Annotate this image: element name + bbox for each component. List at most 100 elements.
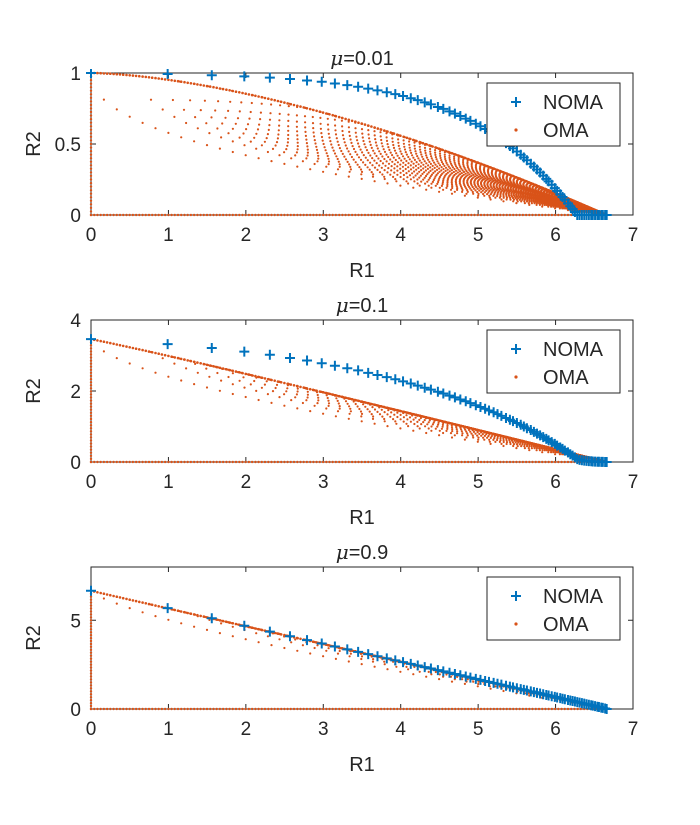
oma-point bbox=[89, 203, 93, 206]
oma-point bbox=[452, 170, 455, 174]
oma-point bbox=[470, 432, 473, 435]
oma-point bbox=[563, 213, 566, 217]
oma-point bbox=[253, 379, 256, 383]
oma-point bbox=[495, 213, 499, 217]
oma-point bbox=[160, 213, 164, 217]
oma-point bbox=[412, 213, 415, 217]
oma-point bbox=[391, 160, 394, 163]
oma-point bbox=[415, 152, 418, 155]
oma-point bbox=[368, 410, 371, 413]
oma-point bbox=[402, 173, 405, 177]
oma-point bbox=[445, 429, 448, 432]
oma-point bbox=[462, 170, 466, 174]
oma-point bbox=[541, 449, 544, 452]
oma-point bbox=[89, 199, 93, 202]
y-axis-label: R2 bbox=[23, 131, 45, 157]
oma-point bbox=[249, 140, 252, 143]
oma-point bbox=[416, 425, 419, 428]
oma-point bbox=[433, 161, 436, 164]
oma-point bbox=[464, 168, 467, 171]
oma-point bbox=[418, 176, 421, 179]
oma-point bbox=[515, 447, 518, 450]
oma-point bbox=[89, 82, 93, 85]
oma-point bbox=[336, 157, 339, 161]
oma-point bbox=[393, 163, 396, 166]
oma-point bbox=[216, 371, 219, 375]
oma-point bbox=[416, 172, 419, 175]
oma-point bbox=[244, 395, 247, 399]
oma-point bbox=[405, 422, 408, 425]
oma-point bbox=[151, 213, 154, 217]
oma-point bbox=[352, 400, 355, 403]
oma-point bbox=[257, 157, 260, 160]
oma-point bbox=[380, 142, 383, 145]
oma-point bbox=[267, 97, 270, 100]
oma-point bbox=[480, 191, 483, 194]
oma-point bbox=[259, 118, 262, 121]
noma-point bbox=[372, 85, 383, 96]
oma-point bbox=[249, 110, 252, 114]
oma-point bbox=[334, 415, 337, 418]
oma-point bbox=[457, 162, 461, 165]
x-tick-label: 6 bbox=[550, 225, 561, 246]
oma-point bbox=[494, 440, 497, 443]
oma-point bbox=[483, 434, 486, 437]
oma-point bbox=[386, 213, 389, 217]
x-tick-label: 2 bbox=[241, 225, 252, 246]
oma-point bbox=[447, 150, 451, 154]
x-tick-label: 1 bbox=[163, 472, 174, 493]
oma-point bbox=[408, 143, 411, 146]
oma-point bbox=[138, 213, 141, 217]
oma-point bbox=[468, 173, 471, 176]
oma-point bbox=[414, 150, 417, 153]
oma-point bbox=[278, 154, 281, 157]
oma-point bbox=[481, 189, 484, 192]
oma-point bbox=[430, 182, 433, 185]
oma-point bbox=[450, 152, 454, 155]
oma-point bbox=[128, 213, 131, 217]
oma-point bbox=[349, 168, 352, 171]
oma-point bbox=[394, 158, 397, 162]
oma-point bbox=[451, 166, 455, 169]
oma-point bbox=[438, 164, 442, 167]
oma-point bbox=[553, 213, 557, 217]
oma-point bbox=[433, 166, 436, 169]
oma-point bbox=[311, 122, 315, 125]
oma-point bbox=[270, 103, 273, 106]
oma-point bbox=[154, 213, 157, 217]
oma-point bbox=[312, 131, 315, 134]
oma-point bbox=[274, 386, 277, 390]
oma-point bbox=[381, 173, 384, 176]
oma-point bbox=[366, 159, 369, 162]
oma-point bbox=[192, 213, 196, 217]
oma-point bbox=[502, 196, 505, 199]
oma-point bbox=[189, 82, 193, 85]
oma-point bbox=[283, 393, 286, 396]
oma-point bbox=[89, 117, 93, 121]
oma-point bbox=[373, 166, 377, 169]
oma-point bbox=[296, 387, 299, 390]
oma-point bbox=[466, 171, 469, 174]
oma-point bbox=[446, 168, 449, 171]
oma-point bbox=[512, 198, 516, 201]
oma-point bbox=[296, 130, 299, 133]
oma-point bbox=[221, 122, 224, 125]
oma-point bbox=[336, 399, 339, 402]
oma-point bbox=[453, 190, 456, 193]
oma-point bbox=[427, 171, 430, 174]
oma-point bbox=[102, 350, 105, 353]
oma-point bbox=[492, 188, 495, 191]
oma-point bbox=[476, 213, 479, 217]
oma-point bbox=[350, 141, 353, 144]
oma-point bbox=[505, 441, 509, 444]
legend-noma-label: NOMA bbox=[543, 92, 604, 114]
oma-point bbox=[485, 189, 488, 192]
oma-point bbox=[505, 198, 508, 201]
oma-point bbox=[396, 173, 399, 176]
oma-point bbox=[438, 167, 441, 170]
oma-point bbox=[141, 121, 144, 124]
oma-point bbox=[327, 163, 330, 166]
oma-point bbox=[477, 436, 480, 439]
